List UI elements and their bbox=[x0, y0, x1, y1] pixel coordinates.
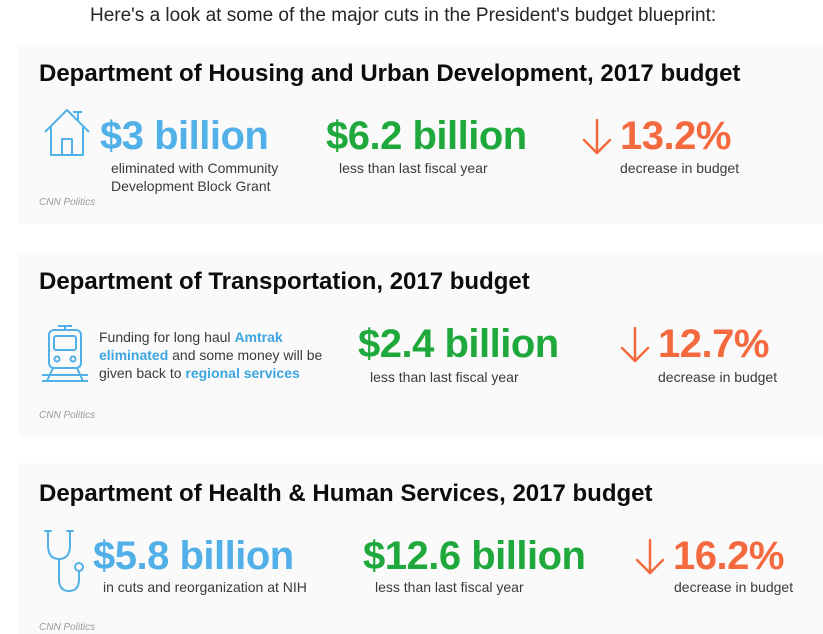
source-credit: CNN Politics bbox=[39, 197, 96, 208]
hhs-card: Department of Health & Human Services, 2… bbox=[18, 463, 823, 634]
hhs-stat1-value: $5.8 billion bbox=[93, 534, 294, 578]
down-arrow-icon bbox=[582, 118, 612, 155]
section-title: Department of Housing and Urban Developm… bbox=[39, 60, 741, 87]
transport-stat2-value: $2.4 billion bbox=[358, 322, 559, 366]
hhs-stat3-label: decrease in budget bbox=[674, 579, 794, 595]
regional-services-highlight: regional services bbox=[185, 365, 300, 381]
transport-stat3-value: 12.7% bbox=[658, 322, 769, 366]
intro-text: Here's a look at some of the major cuts … bbox=[90, 5, 717, 26]
down-arrow-icon bbox=[620, 326, 650, 363]
hud-stat2-value: $6.2 billion bbox=[326, 114, 527, 158]
hhs-stat2-value: $12.6 billion bbox=[363, 534, 586, 578]
hud-card: Department of Housing and Urban Developm… bbox=[18, 44, 823, 224]
down-arrow-icon bbox=[635, 538, 665, 575]
desc-text-2: and some money will be given back to bbox=[99, 347, 323, 381]
transport-stat3-label: decrease in budget bbox=[658, 369, 778, 385]
section-title: Department of Transportation, 2017 budge… bbox=[39, 268, 530, 295]
hud-stat3-value: 13.2% bbox=[620, 114, 731, 158]
transportation-card: Department of Transportation, 2017 budge… bbox=[18, 252, 823, 437]
section-title: Department of Health & Human Services, 2… bbox=[39, 480, 653, 507]
transport-stat2-label: less than last fiscal year bbox=[370, 369, 519, 385]
hud-stat1-value: $3 billion bbox=[100, 114, 269, 158]
train-icon bbox=[42, 325, 88, 382]
hhs-stat2-label: less than last fiscal year bbox=[375, 579, 524, 595]
stethoscope-icon bbox=[44, 530, 84, 592]
amtrak-description: Funding for long haul Amtrak eliminated … bbox=[99, 328, 334, 382]
hud-stat3-label: decrease in budget bbox=[620, 160, 740, 176]
hud-stat1-label: eliminated with Community Development Bl… bbox=[111, 160, 279, 194]
hud-stat2-label: less than last fiscal year bbox=[339, 160, 488, 176]
hhs-stat1-label: in cuts and reorganization at NIH bbox=[103, 579, 307, 595]
amtrak-highlight: Amtrak eliminated bbox=[99, 329, 283, 363]
house-icon bbox=[44, 109, 90, 156]
source-credit: CNN Politics bbox=[39, 410, 96, 421]
source-credit: CNN Politics bbox=[39, 622, 96, 633]
desc-text-1: Funding for long haul bbox=[99, 329, 235, 345]
hhs-stat3-value: 16.2% bbox=[673, 534, 784, 578]
